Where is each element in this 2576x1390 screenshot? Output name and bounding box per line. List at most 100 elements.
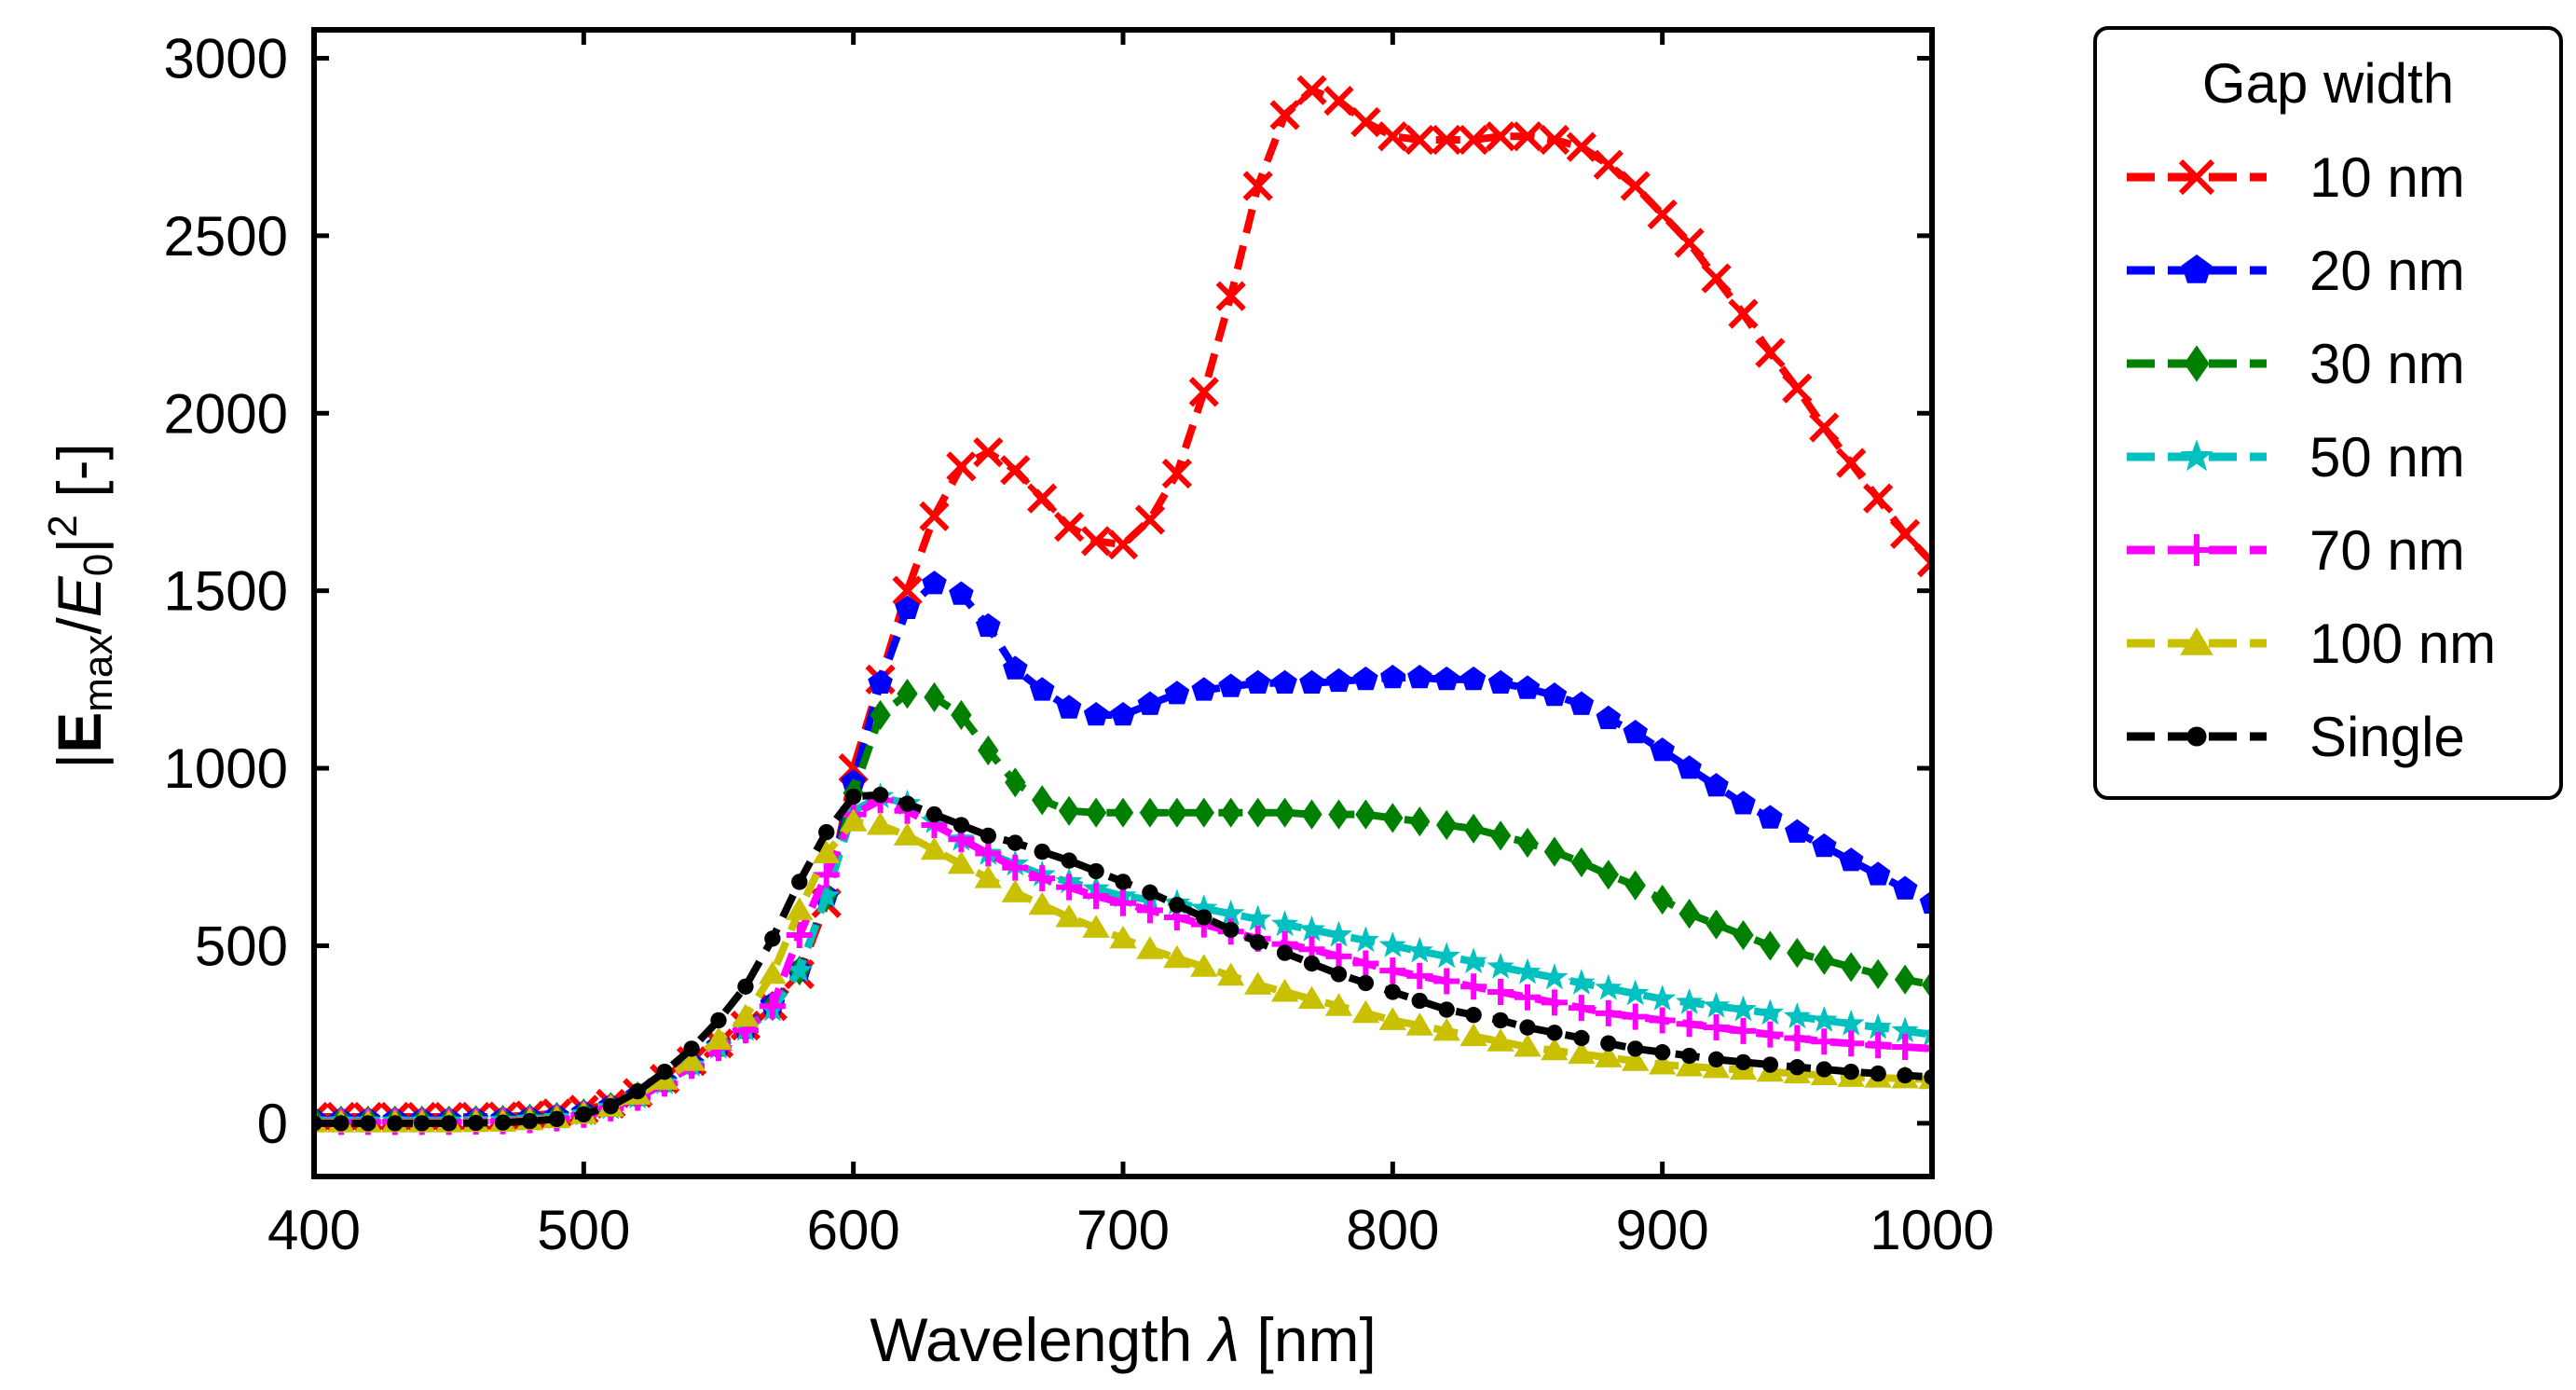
data-point-20-nm xyxy=(1487,669,1514,694)
data-point-10-nm xyxy=(1080,526,1112,557)
data-point-10-nm xyxy=(892,575,923,606)
data-point-single xyxy=(1223,921,1240,939)
data-point-20-nm xyxy=(1245,669,1270,694)
data-point-100-nm xyxy=(705,1026,733,1050)
data-point-10-nm xyxy=(1404,124,1435,156)
data-point-100-nm xyxy=(920,836,949,860)
data-point-single xyxy=(1330,966,1348,983)
data-point-50-nm xyxy=(1837,1009,1865,1036)
data-point-50-nm xyxy=(813,881,841,908)
data-point-30-nm xyxy=(1409,806,1431,837)
data-point-70-nm xyxy=(1568,995,1595,1022)
data-point-single xyxy=(360,1115,377,1132)
data-point-100-nm xyxy=(1649,1052,1677,1075)
data-point-100-nm xyxy=(1541,1037,1569,1061)
data-point-single xyxy=(1519,1019,1536,1036)
data-point-single xyxy=(683,1040,700,1057)
legend-marker-30-nm xyxy=(2184,345,2210,382)
data-point-70-nm xyxy=(786,922,813,949)
data-point-30-nm xyxy=(1301,799,1322,830)
y-tick-label: 0 xyxy=(257,1093,288,1155)
data-point-20-nm xyxy=(1541,682,1568,707)
data-point-20-nm xyxy=(1083,702,1109,726)
data-point-100-nm xyxy=(786,897,814,920)
data-point-10-nm xyxy=(1188,377,1219,407)
y-tick-label: 2500 xyxy=(164,205,288,268)
data-point-single xyxy=(548,1110,566,1127)
data-point-single xyxy=(1788,1059,1806,1076)
data-point-20-nm xyxy=(1596,705,1622,730)
data-point-10-nm xyxy=(1134,504,1166,535)
data-point-10-nm xyxy=(1161,458,1192,489)
data-point-100-nm xyxy=(840,808,868,832)
data-point-20-nm xyxy=(1137,691,1163,715)
data-point-100-nm xyxy=(759,960,787,984)
data-point-single xyxy=(952,817,970,833)
x-tick-label: 400 xyxy=(267,1199,361,1261)
data-point-20-nm xyxy=(1056,695,1082,719)
data-point-100-nm xyxy=(974,865,1002,888)
data-point-single xyxy=(1816,1061,1832,1078)
data-point-30-nm xyxy=(1058,795,1080,826)
data-point-10-nm xyxy=(973,437,1004,468)
data-point-single xyxy=(1734,1053,1752,1071)
data-point-20-nm xyxy=(949,581,974,605)
data-point-30-nm xyxy=(1328,799,1350,830)
data-point-20-nm xyxy=(1569,691,1595,715)
data-point-100-nm xyxy=(1136,936,1164,959)
data-point-50-nm xyxy=(1864,1012,1892,1039)
data-point-20-nm xyxy=(868,669,893,694)
data-point-20-nm xyxy=(1272,669,1297,694)
y-tick-label: 1500 xyxy=(164,560,288,623)
data-point-100-nm xyxy=(1514,1034,1541,1057)
series-single xyxy=(312,786,1934,1132)
data-point-50-nm xyxy=(1729,995,1758,1022)
data-point-100-nm xyxy=(1622,1048,1650,1071)
data-point-50-nm xyxy=(1702,991,1731,1018)
data-point-100-nm xyxy=(1190,954,1218,977)
data-point-20-nm xyxy=(1785,819,1810,843)
data-point-10-nm xyxy=(1674,227,1705,258)
data-point-10-nm xyxy=(1593,149,1624,180)
data-point-100-nm xyxy=(1595,1044,1623,1067)
data-point-100-nm xyxy=(732,1003,760,1027)
data-point-20-nm xyxy=(1218,673,1243,697)
data-point-single xyxy=(737,978,754,995)
data-point-10-nm xyxy=(1863,483,1894,514)
data-point-50-nm xyxy=(1244,904,1272,931)
data-point-70-nm xyxy=(1433,968,1460,995)
data-point-100-nm xyxy=(1055,904,1083,928)
data-point-10-nm xyxy=(919,501,950,531)
data-point-50-nm xyxy=(1217,899,1245,926)
data-point-10-nm xyxy=(1215,281,1246,311)
legend-label-10-nm: 10 nm xyxy=(2309,146,2465,209)
data-point-10-nm xyxy=(946,451,977,482)
series-layer xyxy=(312,75,1934,1135)
data-point-single xyxy=(1357,974,1375,992)
data-point-70-nm xyxy=(1487,978,1514,1005)
ticks-layer: 400 500 600 700 800 900 1000 0 500 1000 1500 2000 25… xyxy=(164,27,1994,1261)
data-point-30-nm xyxy=(1462,813,1485,844)
data-point-30-nm xyxy=(951,699,972,731)
data-point-50-nm xyxy=(1783,1002,1811,1029)
data-point-70-nm xyxy=(1865,1032,1892,1059)
data-point-30-nm xyxy=(1597,860,1619,890)
legend: Gap width 10 nm 20 nm 30 nm 50 nm 70 nm 100 n… xyxy=(2093,26,2563,800)
data-point-30-nm xyxy=(978,735,999,766)
data-point-50-nm xyxy=(1676,988,1704,1014)
data-point-single xyxy=(1492,1012,1509,1029)
data-point-single xyxy=(1680,1047,1698,1065)
data-point-single xyxy=(898,795,916,812)
data-point-100-nm xyxy=(813,840,841,863)
data-point-30-nm xyxy=(870,699,891,731)
data-point-single xyxy=(1761,1056,1779,1073)
data-point-single xyxy=(1196,909,1213,926)
data-point-10-nm xyxy=(1485,121,1516,152)
data-point-100-nm xyxy=(1082,915,1110,938)
data-point-single xyxy=(1276,944,1294,961)
data-point-single xyxy=(656,1063,673,1080)
data-point-20-nm xyxy=(1704,773,1729,797)
data-point-10-nm xyxy=(1889,518,1921,549)
data-point-10-nm xyxy=(1459,124,1489,156)
